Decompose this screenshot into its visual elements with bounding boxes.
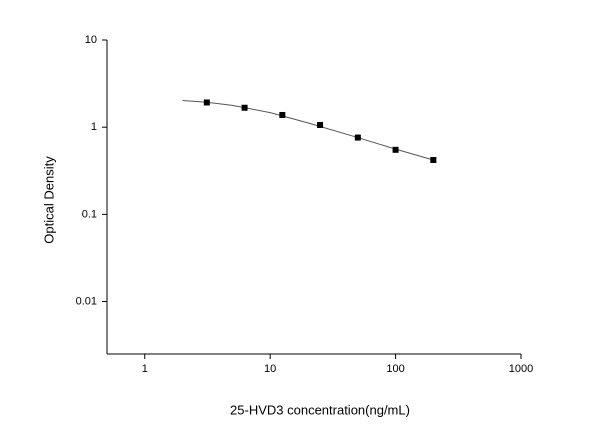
point	[203, 99, 210, 106]
y-axis-title: Optical Density	[41, 156, 56, 244]
y-tick-label: 1	[91, 121, 97, 133]
point	[392, 146, 399, 153]
point	[317, 121, 324, 128]
x-tick-label: 1	[142, 363, 148, 375]
x-tick-label: 100	[386, 363, 404, 375]
y-tick-label: 0.01	[76, 295, 97, 307]
point	[241, 104, 248, 111]
point	[279, 111, 286, 118]
x-axis-title: 25-HVD3 concentration(ng/mL)	[230, 402, 410, 417]
point	[430, 157, 437, 164]
y-tick-label: 0.1	[82, 208, 97, 220]
fit-curve	[182, 100, 434, 161]
x-tick-label: 10	[264, 363, 276, 375]
y-tick-label: 10	[85, 34, 97, 46]
x-tick-label: 1000	[509, 363, 533, 375]
point	[354, 134, 361, 141]
